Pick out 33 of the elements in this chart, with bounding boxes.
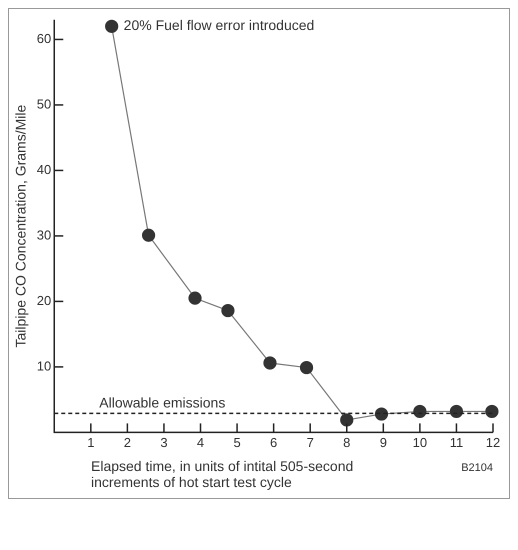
point — [188, 292, 202, 305]
annotation: 20% Fuel flow error introduced — [124, 17, 314, 34]
y-tick-label: 30 — [36, 228, 52, 242]
point — [413, 404, 426, 418]
point — [300, 360, 314, 374]
x-tick-label: 9 — [380, 434, 387, 450]
x-tick-label: 12 — [486, 434, 500, 450]
x-tick-label: 7 — [306, 434, 314, 450]
x-tick-label: 2 — [124, 434, 131, 450]
y-axis-title: Tailpipe CO Concentration, Grams/Mile — [12, 104, 28, 348]
point — [142, 228, 156, 242]
point — [450, 404, 464, 418]
x-tick-label: 10 — [412, 434, 428, 450]
y-tick-label: 40 — [36, 162, 52, 178]
y-tick-label: 50 — [36, 96, 52, 112]
x-axis-title: Elapsed time, in units of intital 505-second increments of hot start test cycle — [91, 458, 354, 490]
x-tick-label: 4 — [196, 434, 204, 450]
x-tick-label: 8 — [343, 434, 350, 450]
x-tick-label: 11 — [450, 434, 464, 450]
point — [263, 356, 277, 370]
x-tick-label: 3 — [160, 434, 168, 450]
x-tick-label: 5 — [233, 434, 241, 450]
ref-line-label: Allowable emissions — [99, 394, 226, 410]
point — [221, 304, 235, 318]
point — [105, 20, 118, 33]
x-tick-label: 1 — [87, 434, 94, 450]
y-tick-label: 20 — [36, 292, 52, 308]
text: B2104 — [461, 462, 493, 476]
point — [340, 413, 354, 427]
x-tick-label: 6 — [270, 434, 278, 450]
y-tick-label: 60 — [36, 31, 52, 46]
y-tick-label: 10 — [36, 358, 52, 374]
point — [485, 404, 499, 418]
